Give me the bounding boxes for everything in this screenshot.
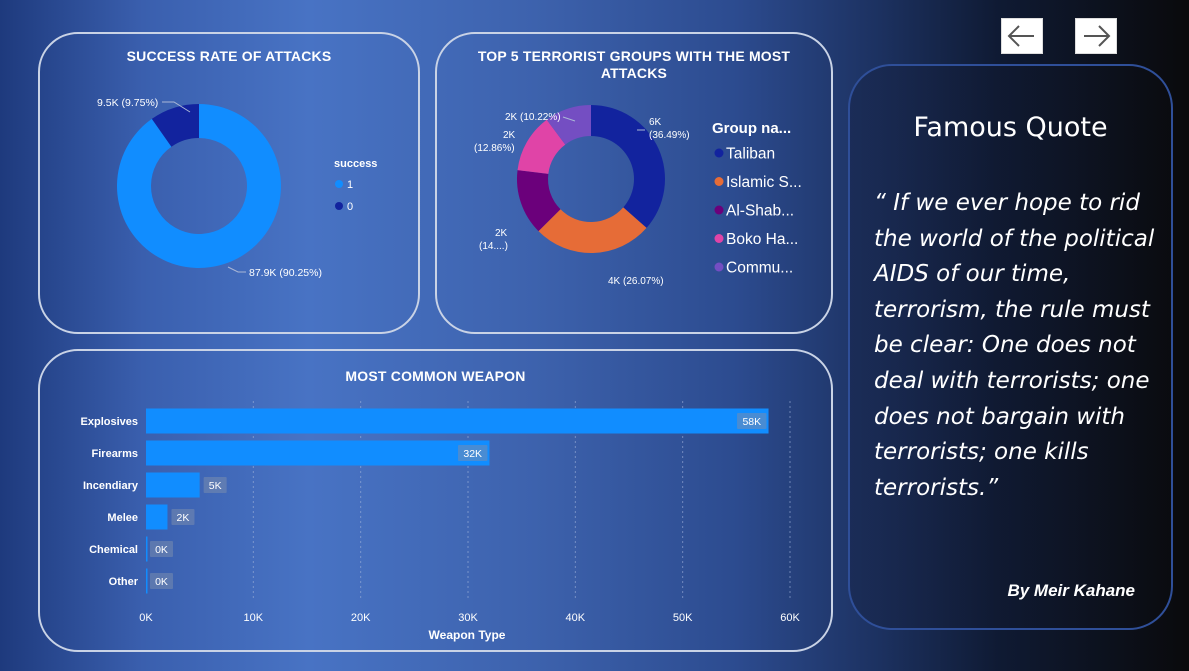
weapon-bar-chart: 0K 10K 20K 30K 40K 50K 60K Explosives 58K Firearm…	[81, 401, 800, 642]
data-label-bg	[457, 445, 488, 461]
success-rate-card: SUCCESS RATE OF ATTACKS 9.5K (9.75%) 87.…	[38, 32, 420, 334]
data-label-bg	[150, 541, 173, 557]
group-slice-1[interactable]	[538, 207, 647, 254]
weapon-card: MOST COMMON WEAPON 0K 10K 20K 30K 40K 50K 60K E…	[38, 349, 833, 652]
legend-item-4[interactable]: Commu...	[726, 260, 793, 277]
y-tick-label: Explosives	[81, 416, 138, 428]
top-groups-title-line1: TOP 5 TERRORIST GROUPS WITH THE MOST	[477, 48, 791, 64]
quote-card: Famous Quote “ If we ever hope to rid th…	[848, 64, 1173, 630]
success-donut-chart: 9.5K (9.75%) 87.9K (90.25%) success 1 0	[97, 97, 377, 279]
group-slice-2[interactable]	[517, 170, 561, 232]
data-label-bg	[150, 573, 173, 589]
legend-marker-2	[714, 205, 724, 215]
legend-marker-0	[714, 148, 724, 158]
data-label-bg	[737, 413, 767, 429]
y-tick-label: Incendiary	[83, 480, 139, 492]
slice-label-boko: 2K	[503, 130, 516, 141]
legend-marker-0	[335, 202, 343, 210]
weapon-title: MOST COMMON WEAPON	[345, 368, 526, 384]
legend-marker-1	[335, 180, 343, 188]
bar-explosives[interactable]	[146, 408, 769, 434]
label-leader-line	[562, 116, 576, 122]
bar-incendiary[interactable]	[146, 472, 200, 498]
quote-author: By Meir Kahane	[1007, 581, 1135, 600]
slice-label-alshabaab: 2K	[495, 228, 508, 239]
slice-label-commu: 2K (10.22%)	[505, 112, 561, 123]
x-tick-label: 60K	[780, 612, 800, 624]
legend-item-2[interactable]: Al-Shab...	[726, 203, 794, 220]
label-leader-line	[227, 266, 246, 273]
x-tick-label: 0K	[139, 612, 153, 624]
top-groups-title-line2: ATTACKS	[600, 65, 668, 81]
bar-firearms[interactable]	[146, 440, 490, 466]
success-slice-1[interactable]	[151, 104, 199, 147]
back-button[interactable]	[1001, 18, 1043, 54]
legend-label-1[interactable]: 1	[347, 179, 353, 191]
slice-label-alshabaab-pct: (14....)	[479, 241, 508, 252]
x-tick-label: 20K	[351, 612, 371, 624]
label-leader-line	[162, 101, 191, 113]
data-label: 5K	[209, 480, 222, 492]
data-label-bg	[171, 509, 195, 525]
slice-label-taliban-pct: (36.49%)	[649, 130, 690, 141]
x-axis-title: Weapon Type	[429, 628, 506, 642]
x-tick-label: 10K	[244, 612, 264, 624]
quote-title: Famous Quote	[913, 112, 1108, 143]
success-slice-0[interactable]	[116, 104, 281, 268]
forward-button[interactable]	[1075, 18, 1117, 54]
y-tick-label: Chemical	[89, 544, 138, 556]
y-tick-label: Other	[109, 576, 139, 588]
slice-label-0: 9.5K (9.75%)	[97, 97, 158, 109]
success-rate-title: SUCCESS RATE OF ATTACKS	[126, 48, 332, 64]
legend-marker-4	[714, 262, 724, 272]
x-tick-label: 30K	[458, 612, 478, 624]
arrow-right-icon	[1084, 25, 1111, 47]
legend-marker-1	[714, 177, 724, 186]
group-slice-4[interactable]	[546, 105, 591, 145]
legend-title: success	[334, 158, 377, 170]
x-tick-label: 50K	[673, 612, 693, 624]
slice-label-islamic: 4K (26.07%)	[608, 276, 664, 287]
slice-label-taliban: 6K	[649, 117, 662, 128]
bar-chemical[interactable]	[146, 536, 148, 562]
legend-item-3[interactable]: Boko Ha...	[726, 231, 798, 248]
top-groups-card: TOP 5 TERRORIST GROUPS WITH THE MOST ATT…	[435, 32, 833, 334]
slice-label-boko-pct: (12.86%)	[474, 143, 515, 154]
legend-item-0[interactable]: Taliban	[726, 146, 775, 163]
data-label: 2K	[177, 512, 190, 524]
legend-item-1[interactable]: Islamic S...	[726, 174, 802, 191]
bar-other[interactable]	[146, 568, 148, 594]
data-label-bg	[203, 477, 227, 493]
slice-label-1: 87.9K (90.25%)	[249, 267, 322, 279]
y-tick-label: Melee	[107, 512, 138, 524]
quote-text: “ If we ever hope to rid the world of th…	[874, 190, 1155, 501]
groups-donut-chart: 6K (36.49%) 4K (26.07%) 2K (14....) 2K (…	[474, 105, 802, 287]
group-slice-3[interactable]	[517, 119, 566, 174]
legend-label-0[interactable]: 0	[347, 201, 353, 213]
data-label: 0K	[155, 576, 168, 588]
data-label: 58K	[742, 416, 761, 428]
bar-melee[interactable]	[146, 504, 168, 530]
legend-marker-3	[714, 234, 724, 243]
data-label: 0K	[155, 544, 168, 556]
legend-title: Group na...	[712, 120, 791, 137]
x-tick-label: 40K	[566, 612, 586, 624]
y-tick-label: Firearms	[92, 448, 138, 460]
arrow-left-icon	[1007, 25, 1034, 47]
data-label: 32K	[463, 448, 482, 460]
group-slice-0[interactable]	[591, 105, 665, 228]
